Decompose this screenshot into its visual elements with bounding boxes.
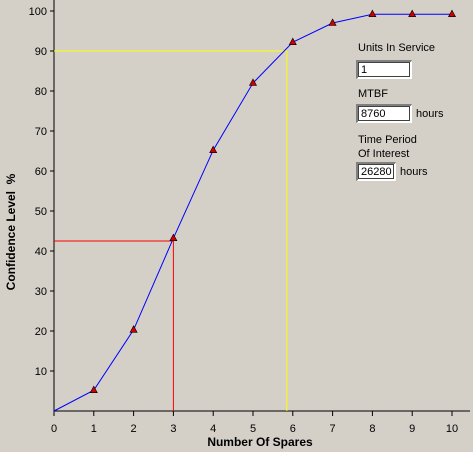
reference-lines (54, 50, 288, 411)
x-tick-label: 9 (409, 423, 415, 435)
units-in-service-input[interactable]: 1 (356, 60, 412, 79)
x-tick-label: 7 (330, 423, 336, 435)
units-in-service-label: Units In Service (358, 42, 436, 54)
data-markers (89, 9, 457, 394)
y-tick-label: 30 (35, 286, 47, 298)
mtbf-unit-label: hours (416, 108, 444, 120)
data-point-marker (328, 18, 337, 26)
y-tick-label: 10 (35, 366, 47, 378)
y-tick-label: 40 (35, 246, 47, 258)
y-tick-label: 20 (35, 326, 47, 338)
y-tick-label: 60 (35, 166, 47, 178)
data-point-marker (89, 385, 98, 394)
x-tick-label: 3 (170, 423, 176, 435)
y-tick-label: 90 (35, 46, 47, 58)
y-ticks: 10 20 30 40 50 60 70 80 90 100 (29, 6, 54, 378)
y-tick-label: 100 (29, 6, 47, 18)
x-tick-label: 0 (51, 423, 57, 435)
data-point-marker (288, 37, 297, 46)
mtbf-label: MTBF (358, 88, 388, 100)
time-period-unit-label: hours (400, 166, 428, 178)
x-tick-label: 8 (369, 423, 375, 435)
x-tick-label: 4 (210, 423, 216, 435)
x-tick-label: 5 (250, 423, 256, 435)
data-point-marker (408, 9, 417, 18)
data-point-marker (129, 325, 138, 333)
x-tick-label: 6 (290, 423, 296, 435)
of-interest-label: Of Interest (358, 148, 410, 160)
time-period-input[interactable]: 26280 (356, 162, 396, 181)
y-tick-label: 70 (35, 126, 47, 138)
y-tick-label: 50 (35, 206, 47, 218)
x-tick-label: 10 (446, 423, 458, 435)
y-axis-title: Confidence Level % (4, 173, 18, 290)
red-reference-line (54, 240, 174, 411)
yellow-reference-line (54, 50, 288, 411)
data-point-marker (447, 9, 457, 18)
data-point-marker (248, 78, 258, 86)
time-period-label: Time Period (358, 134, 417, 146)
x-axis-title: Number Of Spares (207, 435, 313, 449)
mtbf-input[interactable]: 8760 (356, 104, 412, 123)
y-tick-label: 80 (35, 86, 47, 98)
data-point-marker (368, 9, 377, 18)
x-tick-label: 1 (91, 423, 97, 435)
data-point-marker (169, 233, 178, 241)
x-ticks: 0 1 2 3 4 5 6 7 8 9 10 (51, 411, 458, 435)
chart-axes (53, 0, 470, 412)
x-tick-label: 2 (131, 423, 137, 435)
data-point-marker (209, 145, 218, 153)
